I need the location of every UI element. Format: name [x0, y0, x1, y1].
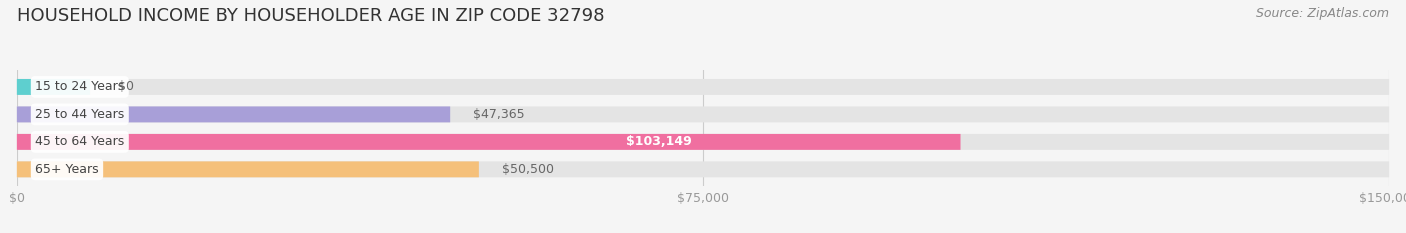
Text: Source: ZipAtlas.com: Source: ZipAtlas.com: [1256, 7, 1389, 20]
FancyBboxPatch shape: [17, 79, 1389, 95]
Text: $0: $0: [118, 80, 134, 93]
FancyBboxPatch shape: [17, 161, 1389, 177]
FancyBboxPatch shape: [17, 79, 90, 95]
Text: $50,500: $50,500: [502, 163, 554, 176]
Text: 65+ Years: 65+ Years: [35, 163, 98, 176]
Text: 45 to 64 Years: 45 to 64 Years: [35, 135, 124, 148]
Text: 15 to 24 Years: 15 to 24 Years: [35, 80, 124, 93]
Text: 25 to 44 Years: 25 to 44 Years: [35, 108, 124, 121]
FancyBboxPatch shape: [17, 106, 1389, 122]
Text: $103,149: $103,149: [626, 135, 692, 148]
FancyBboxPatch shape: [17, 106, 450, 122]
Text: HOUSEHOLD INCOME BY HOUSEHOLDER AGE IN ZIP CODE 32798: HOUSEHOLD INCOME BY HOUSEHOLDER AGE IN Z…: [17, 7, 605, 25]
Text: $47,365: $47,365: [472, 108, 524, 121]
FancyBboxPatch shape: [17, 134, 960, 150]
FancyBboxPatch shape: [17, 134, 1389, 150]
FancyBboxPatch shape: [17, 161, 479, 177]
